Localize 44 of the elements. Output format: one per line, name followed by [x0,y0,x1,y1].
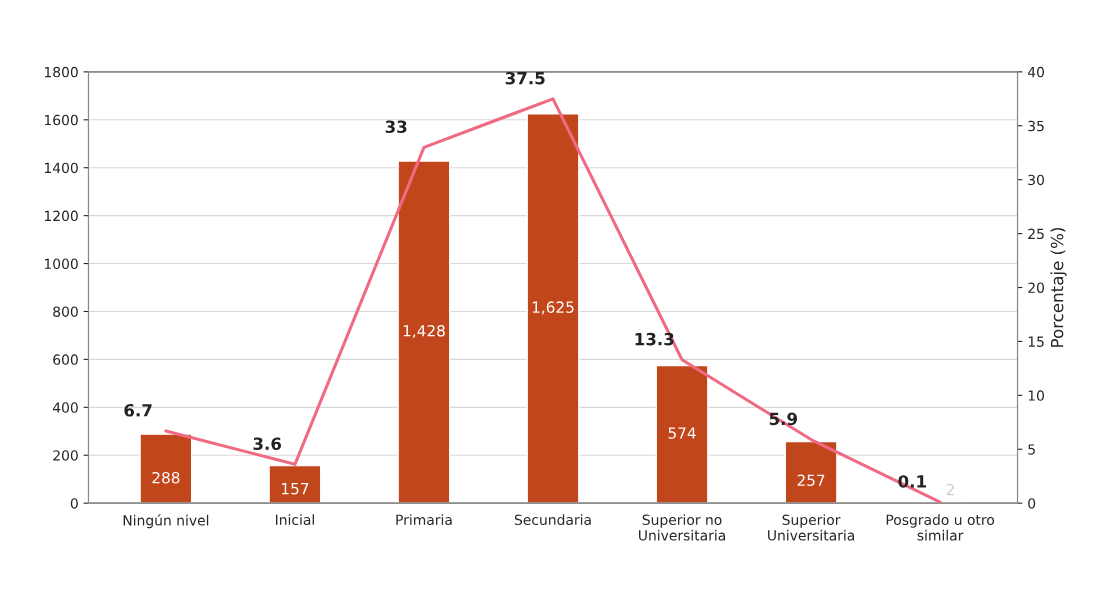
bar [139,433,193,504]
bar [268,464,322,504]
y-tick-label: 1400 [44,162,78,174]
data-label: 288 [152,471,180,484]
y2-tick-label: 10 [1028,390,1044,401]
data-label: 157 [282,483,309,495]
data-label: 574 [668,427,696,439]
data-label: 1,625 [532,301,574,315]
data-label: 6.7 [124,403,152,417]
bar [526,113,580,504]
y-tick-label: 1200 [44,210,78,222]
x-tick-label: Superior Universitaria [768,514,855,541]
data-label: 0.1 [898,475,926,488]
x-tick-label: Secundaria [514,514,591,526]
data-label: 3.6 [253,437,282,450]
y-tick-label: 800 [53,306,78,317]
y2-tick-label: 5 [1028,444,1035,455]
y-tick-label: 400 [52,402,78,413]
x-tick-label: Ningún nivel [123,514,209,529]
data-label: 37.5 [505,71,545,85]
y2-tick-label: 0 [1028,498,1036,509]
x-tick-label: Primaria [396,514,452,526]
x-tick-label: Superior no Universitaria [639,514,725,541]
data-label: 1,428 [403,324,445,339]
y2-tick-label: 25 [1028,228,1044,240]
y2-tick-label: 40 [1027,66,1044,78]
y-tick-label: 1600 [44,114,78,126]
y2-tick-label: 20 [1028,282,1044,293]
data-label: 257 [797,474,825,487]
x-tick-label: Posgrado u otro similar [886,514,995,541]
bar [784,440,838,504]
y2-axis-title: Porcentaje (%) [1050,228,1067,347]
y-tick-label: 600 [53,354,78,365]
y-tick-label: 1800 [44,66,78,78]
y2-tick-label: 15 [1028,336,1044,347]
y2-tick-label: 35 [1028,120,1044,132]
bar [655,364,709,504]
x-tick-label: Inicial [275,514,314,526]
data-label: 33 [385,120,407,134]
y2-tick-label: 30 [1028,174,1044,186]
bar [397,160,451,504]
y-tick-label: 0 [70,498,78,509]
y-tick-label: 1000 [44,258,78,270]
y-tick-label: 200 [53,450,78,461]
